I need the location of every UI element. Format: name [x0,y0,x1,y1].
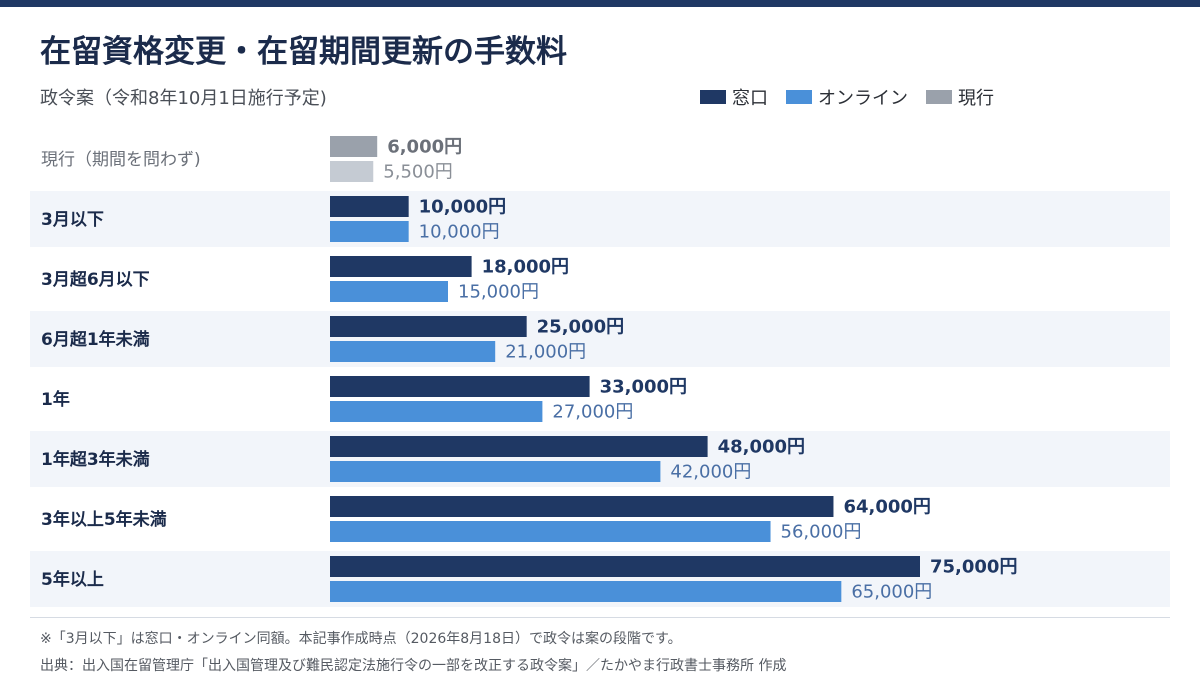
bar-window [330,556,920,577]
category-label: 1年超3年未満 [41,450,150,470]
category-label: 3年以上5年未満 [41,510,167,530]
category-label: 5年以上 [41,570,104,590]
bar-window [330,196,409,217]
bar-window [330,436,708,457]
data-label: 75,000円 [930,557,1017,578]
data-label: 56,000円 [781,522,862,543]
data-label: 64,000円 [843,497,930,518]
category-label: 3月超6月以下 [41,270,150,290]
bar-online [330,461,661,482]
data-label: 21,000円 [505,342,586,363]
bar-online [330,401,543,422]
data-label: 5,500円 [383,162,453,183]
footnote: ※「3月以下」は窓口・オンライン同額。本記事作成時点（2026年8月18日）で政… [40,631,682,647]
legend-item-online: オンライン [786,84,908,110]
chart-subtitle: 政令案（令和8年10月1日施行予定) [40,88,327,109]
legend-label-window: 窓口 [732,88,768,109]
row-band [30,311,1170,367]
data-label: 25,000円 [537,317,624,338]
footer-divider [30,617,1170,618]
bar-window [330,376,590,397]
bar-window [330,136,378,157]
legend-swatch-window [700,90,726,104]
bar-window [330,256,472,277]
category-label: 3月以下 [41,210,104,230]
source-credit: 出典：出入国在留管理庁「出入国管理及び難民認定法施行令の一部を改正する政令案」／… [40,658,787,674]
legend-label-current: 現行 [958,88,994,109]
bar-window [330,316,527,337]
data-label: 10,000円 [419,197,506,218]
bar-online [330,161,374,182]
data-label: 27,000円 [552,402,633,423]
data-label: 6,000円 [387,137,462,158]
bar-online [330,521,771,542]
category-label: 6月超1年未満 [41,330,150,350]
category-label: 1年 [41,390,70,410]
legend-swatch-online [786,90,812,104]
bar-online [330,341,496,362]
legend: 窓口 オンライン 現行 [700,84,1012,110]
bar-online [330,581,842,602]
data-label: 42,000円 [670,462,751,483]
bar-window [330,496,834,517]
legend-swatch-current [926,90,952,104]
data-label: 33,000円 [600,377,687,398]
category-label: 現行（期間を問わず) [41,150,201,170]
data-label: 48,000円 [718,437,805,458]
chart-title: 在留資格変更・在留期間更新の手数料 [40,34,567,70]
row-band [30,191,1170,247]
data-label: 65,000円 [851,582,932,603]
bar-online [330,221,409,242]
top-accent-bar [0,0,1200,7]
legend-label-online: オンライン [818,88,908,109]
data-label: 15,000円 [458,282,539,303]
legend-item-current: 現行 [926,84,994,110]
bar-online [330,281,448,302]
data-label: 18,000円 [482,257,569,278]
legend-item-window: 窓口 [700,84,768,110]
data-label: 10,000円 [419,222,500,243]
